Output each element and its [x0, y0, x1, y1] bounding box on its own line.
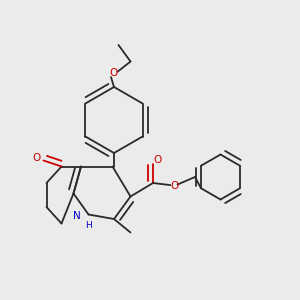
Text: O: O: [110, 68, 118, 79]
Text: N: N: [73, 211, 81, 221]
Text: O: O: [33, 153, 41, 163]
Text: H: H: [85, 221, 92, 230]
Text: O: O: [170, 181, 178, 191]
Text: O: O: [153, 155, 162, 165]
